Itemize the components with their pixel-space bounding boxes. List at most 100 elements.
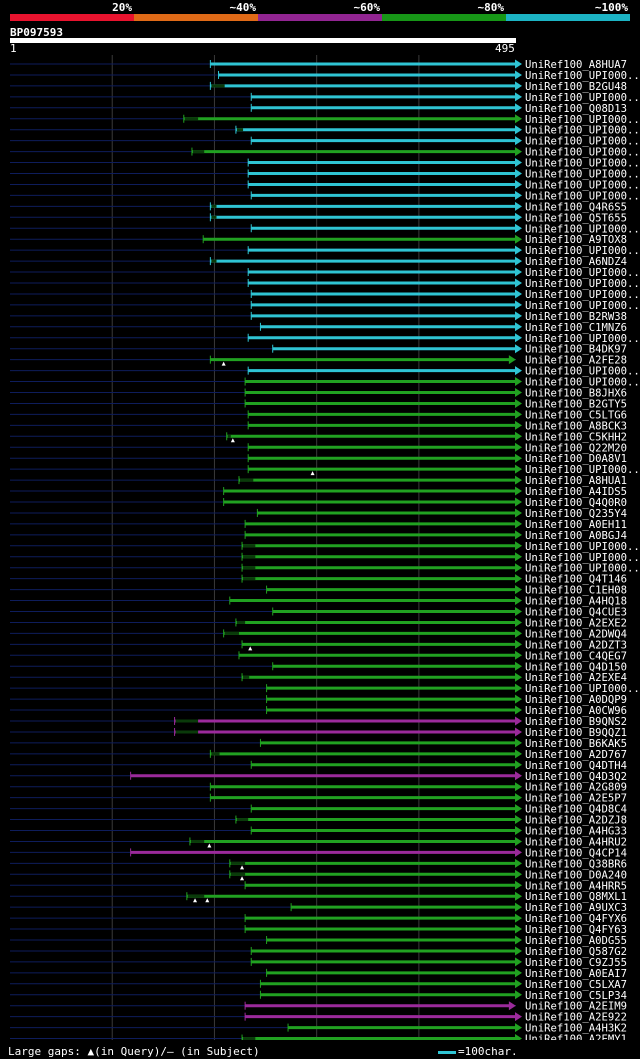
hit-start-tick bbox=[130, 771, 132, 780]
hit-label: UniRef100_UPI000.. bbox=[525, 563, 640, 575]
hit-start-tick bbox=[250, 826, 252, 835]
hit-end-arrow bbox=[515, 212, 522, 222]
hit-label: UniRef100_A2EXE2 bbox=[525, 617, 627, 629]
hit-label: UniRef100_B6KAK5 bbox=[525, 738, 627, 750]
hit-label: UniRef100_B9QQZ1 bbox=[525, 727, 627, 739]
hit-label: UniRef100_A2G809 bbox=[525, 782, 627, 794]
query-gap-marker bbox=[205, 898, 210, 903]
hit-start-tick bbox=[259, 322, 261, 331]
hit-start-tick bbox=[229, 596, 231, 605]
hit-end-arrow bbox=[515, 179, 522, 189]
hit-label: UniRef100_B4DK97 bbox=[525, 344, 627, 356]
hit-end-arrow bbox=[515, 727, 522, 737]
hit-end-arrow bbox=[515, 59, 522, 69]
hit-label: UniRef100_A2DWQ4 bbox=[525, 628, 627, 640]
hit-end-arrow bbox=[515, 738, 522, 748]
hit-start-tick bbox=[272, 344, 274, 353]
hit-label: UniRef100_D0A240 bbox=[525, 869, 627, 881]
hit-start-tick bbox=[287, 1023, 289, 1032]
hit-start-tick bbox=[241, 541, 243, 550]
hit-label: UniRef100_Q4CUE3 bbox=[525, 607, 627, 619]
legend-label-4: ~80% bbox=[477, 1, 505, 14]
hit-start-tick bbox=[247, 421, 249, 430]
hit-start-tick bbox=[259, 738, 261, 747]
query-gap-marker bbox=[207, 843, 212, 848]
query-title: BP097593 bbox=[10, 26, 63, 39]
hit-label: UniRef100_UPI000.. bbox=[525, 377, 640, 389]
hit-label: UniRef100_A4HRU2 bbox=[525, 836, 627, 848]
hit-label: UniRef100_Q4R6S5 bbox=[525, 201, 627, 213]
hit-label: UniRef100_B8JHX6 bbox=[525, 388, 627, 400]
hit-start-tick bbox=[241, 574, 243, 583]
legend-swatch-5 bbox=[506, 14, 630, 21]
hit-label: UniRef100_C1MNZ6 bbox=[525, 322, 627, 334]
hit-end-arrow bbox=[515, 672, 522, 682]
hit-end-arrow bbox=[515, 289, 522, 299]
hit-start-tick bbox=[247, 246, 249, 255]
hit-end-arrow bbox=[515, 541, 522, 551]
hit-end-arrow bbox=[515, 650, 522, 660]
query-gap-marker bbox=[310, 471, 315, 476]
hit-label: UniRef100_A4HG33 bbox=[525, 826, 627, 838]
hit-end-arrow bbox=[515, 190, 522, 200]
hit-end-arrow bbox=[515, 552, 522, 562]
hit-end-arrow bbox=[515, 617, 522, 627]
query-gap-marker bbox=[221, 361, 226, 366]
hit-end-arrow bbox=[515, 869, 522, 879]
hit-label: UniRef100_UPI000.. bbox=[525, 333, 640, 345]
hit-start-tick bbox=[247, 268, 249, 277]
hit-start-tick bbox=[174, 717, 176, 725]
hit-start-tick bbox=[244, 925, 246, 934]
hit-label: UniRef100_Q4Q0R0 bbox=[525, 497, 627, 509]
hit-end-arrow bbox=[515, 946, 522, 956]
hit-start-tick bbox=[247, 158, 249, 167]
hit-end-arrow bbox=[515, 486, 522, 496]
hit-start-tick bbox=[247, 180, 249, 189]
hit-label: UniRef100_UPI000.. bbox=[525, 179, 640, 191]
hit-end-arrow bbox=[515, 530, 522, 540]
hit-start-tick bbox=[259, 990, 261, 999]
hit-start-tick bbox=[209, 257, 211, 266]
hit-end-arrow bbox=[515, 1023, 522, 1033]
hit-end-arrow bbox=[515, 147, 522, 157]
hit-start-tick bbox=[218, 70, 220, 79]
hit-end-arrow bbox=[515, 256, 522, 266]
hit-label: UniRef100_UPI000.. bbox=[525, 541, 640, 553]
hit-label: UniRef100_Q4D8C4 bbox=[525, 804, 627, 816]
hit-start-tick bbox=[244, 399, 246, 408]
hit-start-tick bbox=[250, 760, 252, 769]
hit-end-arrow bbox=[515, 409, 522, 419]
hit-start-tick bbox=[247, 465, 249, 474]
hit-end-arrow bbox=[515, 464, 522, 474]
hit-start-tick bbox=[244, 519, 246, 528]
hit-label: UniRef100_A9UXC3 bbox=[525, 902, 627, 914]
hit-end-arrow bbox=[515, 234, 522, 244]
hit-end-arrow bbox=[515, 1012, 522, 1022]
hit-start-tick bbox=[229, 870, 231, 879]
hit-end-arrow bbox=[515, 388, 522, 397]
hit-label: UniRef100_UPI000.. bbox=[525, 223, 640, 235]
hit-label: UniRef100_A8BCK3 bbox=[525, 420, 627, 432]
hit-end-arrow bbox=[515, 420, 522, 430]
hit-start-tick bbox=[250, 300, 252, 309]
hit-label: UniRef100_A8HUA1 bbox=[525, 475, 627, 487]
hit-label: UniRef100_A0EH11 bbox=[525, 519, 627, 531]
hit-start-tick bbox=[235, 815, 237, 824]
hit-label: UniRef100_A0DG55 bbox=[525, 935, 627, 947]
hit-label: UniRef100_Q5T655 bbox=[525, 212, 627, 224]
hit-start-tick bbox=[247, 279, 249, 287]
hit-end-arrow bbox=[515, 858, 522, 868]
hit-start-tick bbox=[247, 333, 249, 342]
hit-end-arrow bbox=[515, 716, 522, 726]
hit-label: UniRef100_A0BGJ4 bbox=[525, 530, 627, 542]
hit-label: UniRef100_UPI000.. bbox=[525, 300, 640, 312]
hit-start-tick bbox=[272, 662, 274, 671]
legend-label-5: ~100% bbox=[594, 1, 628, 14]
hit-label: UniRef100_B2GU48 bbox=[525, 81, 627, 93]
hit-label: UniRef100_Q4T146 bbox=[525, 574, 627, 586]
hit-end-arrow bbox=[515, 705, 522, 715]
scale-bar-swatch bbox=[438, 1050, 456, 1054]
query-gap-marker bbox=[240, 865, 245, 870]
hit-end-arrow bbox=[515, 683, 522, 693]
hit-end-arrow bbox=[515, 497, 522, 507]
